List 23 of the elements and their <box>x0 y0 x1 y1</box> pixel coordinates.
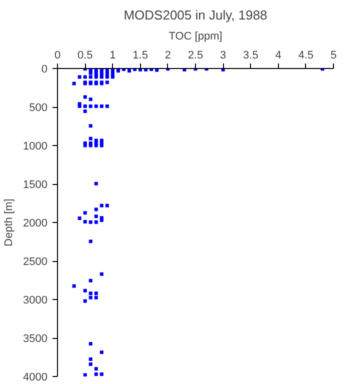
x-tick-label: 3 <box>220 50 226 62</box>
x-tick-label: 1.5 <box>132 50 148 62</box>
x-tick-label: 2.5 <box>188 50 204 62</box>
x-tick-label: 4 <box>275 50 282 62</box>
y-tick-label: 500 <box>29 102 48 114</box>
y-tick-label: 0 <box>41 64 48 76</box>
y-tick-label: 2500 <box>23 256 48 268</box>
x-tick-label: 1 <box>110 50 116 62</box>
x-tick-label: 2 <box>164 50 171 62</box>
y-tick-label: 3500 <box>23 333 48 345</box>
y-tick-label: 1500 <box>23 179 48 191</box>
x-tick-label: 0.5 <box>77 50 93 62</box>
x-tick-label: 3.5 <box>243 50 258 62</box>
y-axis-title: Depth [m] <box>3 198 16 246</box>
y-tick-label: 2000 <box>23 218 48 230</box>
y-tick-label: 3000 <box>23 294 48 306</box>
x-tick-label: 0 <box>54 50 61 62</box>
chart-title: MODS2005 in July, 1988 <box>124 8 268 22</box>
y-tick-label: 4000 <box>23 372 48 384</box>
x-tick-label: 5 <box>330 50 337 62</box>
x-axis-title: TOC [ppm] <box>168 30 222 42</box>
x-tick-label: 4.5 <box>298 50 314 62</box>
y-tick-label: 1000 <box>23 140 48 152</box>
